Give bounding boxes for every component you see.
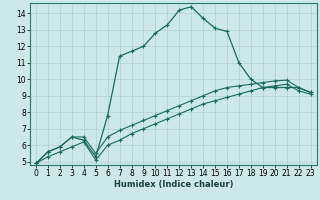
X-axis label: Humidex (Indice chaleur): Humidex (Indice chaleur) [114,180,233,189]
